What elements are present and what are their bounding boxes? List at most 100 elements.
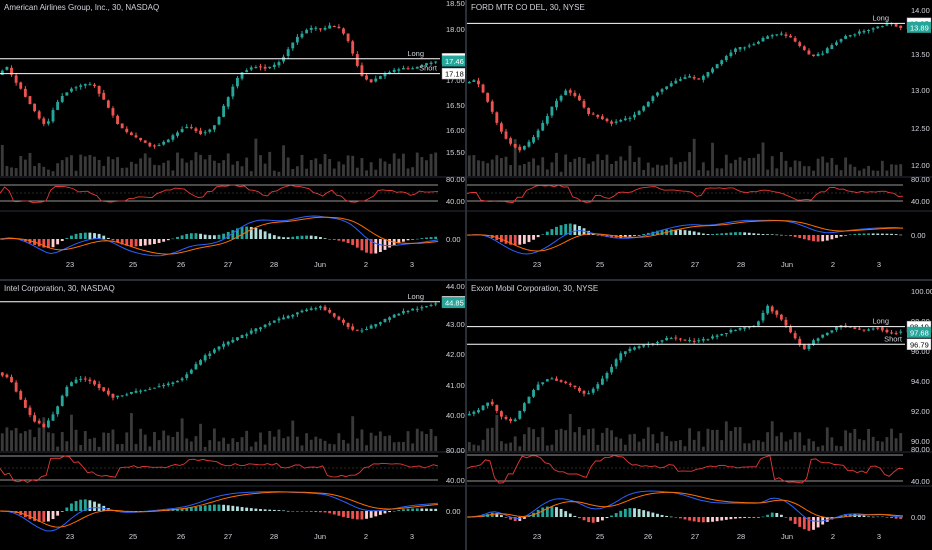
macd-histogram-bar (314, 236, 318, 239)
volume-bar (867, 428, 871, 451)
date-label: 25 (129, 260, 137, 269)
candle-body (291, 314, 295, 317)
volume-bar (286, 436, 290, 451)
macd-histogram-bar (236, 228, 239, 239)
chart-pane-intel[interactable]: Intel Corporation, 30, NASDAQ 44.00 43.00… (0, 281, 465, 550)
macd-histogram-bar (628, 508, 632, 517)
signal-line (467, 491, 904, 519)
candle-body (848, 35, 852, 37)
volume-bar (42, 417, 46, 451)
signal-line (0, 491, 439, 528)
candle-body (148, 388, 152, 390)
price-tick-label: 13.00 (911, 86, 930, 95)
candle-body (678, 79, 682, 81)
macd-histogram-bar (848, 234, 852, 236)
volume-bar (282, 438, 285, 451)
macd-histogram-bar (157, 239, 161, 244)
chart-svg[interactable]: 44.0043.0042.0041.0040.00Long44.8844.858… (0, 281, 465, 550)
candle-body (802, 344, 806, 350)
date-label: 23 (533, 260, 541, 269)
macd-histogram-bar (880, 233, 884, 235)
macd-histogram-bar (143, 239, 147, 246)
chart-svg[interactable]: 18.5018.0017.5017.0016.5016.0015.50LongS… (0, 0, 465, 279)
macd-histogram-bar (518, 235, 522, 245)
volume-bar (388, 435, 392, 451)
candle-body (504, 416, 508, 419)
candle-body (495, 405, 499, 411)
candle-body (254, 67, 258, 69)
volume-bar (139, 158, 143, 176)
candle-body (633, 114, 636, 118)
chart-pane-american-airlines[interactable]: American Airlines Group, Inc., 30, NASDA… (0, 0, 465, 279)
macd-histogram-bar (619, 510, 623, 517)
volume-bar (642, 169, 646, 176)
volume-bar (46, 169, 50, 176)
volume-bar (392, 442, 396, 451)
volume-bar (743, 160, 747, 176)
candle-body (388, 317, 392, 320)
volume-bar (134, 163, 138, 176)
volume-bar (793, 160, 797, 176)
volume-bar (176, 431, 179, 451)
vertical-divider[interactable] (465, 0, 467, 550)
volume-bar (328, 159, 332, 176)
chart-svg[interactable]: 100.0098.0096.0094.0092.0090.00LongShort… (467, 281, 932, 550)
candle-body (614, 121, 618, 123)
macd-histogram-bar (125, 239, 129, 246)
candle-body (568, 90, 572, 93)
candle-body (14, 382, 18, 392)
candle-body (83, 378, 87, 380)
candle-body (706, 72, 710, 77)
macd-histogram-bar (222, 504, 226, 511)
rsi-line (467, 184, 904, 204)
macd-histogram-bar (37, 511, 41, 522)
macd-tick-label: 0.00 (446, 507, 461, 516)
candle-body (199, 130, 202, 134)
volume-bar (83, 431, 87, 451)
candle-body (365, 328, 368, 330)
candle-body (555, 378, 558, 381)
chart-pane-exxon[interactable]: Exxon Mobil Corporation, 30, NYSE 100.00… (467, 281, 932, 550)
macd-histogram-bar (821, 235, 825, 242)
candle-body (319, 306, 322, 308)
chart-pane-ford[interactable]: FORD MTR CO DEL, 30, NYSE 14.00 13.50 13.0… (467, 0, 932, 279)
volume-bar (111, 159, 115, 176)
volume-bar (102, 165, 106, 176)
volume-bar (286, 157, 290, 176)
volume-bar (867, 165, 871, 176)
volume-bar (844, 157, 848, 176)
volume-bar (157, 165, 161, 176)
macd-histogram-bar (332, 511, 336, 515)
volume-bar (656, 443, 659, 451)
candle-body (876, 327, 880, 329)
macd-histogram-bar (342, 511, 345, 517)
volume-bar (217, 441, 221, 451)
candle-body (401, 311, 405, 314)
volume-bar (738, 157, 742, 176)
macd-histogram-bar (369, 239, 373, 254)
macd-line (0, 215, 439, 257)
volume-bar (129, 161, 133, 176)
macd-histogram-bar (360, 239, 364, 251)
macd-histogram-bar (411, 239, 415, 240)
candle-body (217, 346, 221, 350)
macd-histogram-bar (623, 235, 627, 238)
horizontal-divider[interactable] (0, 279, 932, 281)
macd-histogram-bar (885, 233, 889, 235)
macd-histogram-bar (434, 236, 438, 239)
macd-histogram-bar (867, 233, 871, 235)
candle-body (715, 335, 719, 337)
macd-histogram-bar (300, 235, 304, 239)
macd-histogram-bar (37, 239, 41, 247)
volume-bar (697, 431, 701, 451)
candle-body (277, 62, 281, 66)
macd-histogram-bar (46, 511, 50, 522)
candle-body (106, 100, 110, 108)
volume-bar (477, 445, 480, 451)
candle-body (369, 325, 373, 329)
chart-svg[interactable]: 14.0013.5013.0012.5012.00Long13.9513.898… (467, 0, 932, 279)
date-label: 27 (691, 532, 699, 541)
macd-histogram-bar (568, 513, 572, 517)
candle-body (60, 96, 64, 102)
macd-histogram-bar (669, 516, 673, 518)
